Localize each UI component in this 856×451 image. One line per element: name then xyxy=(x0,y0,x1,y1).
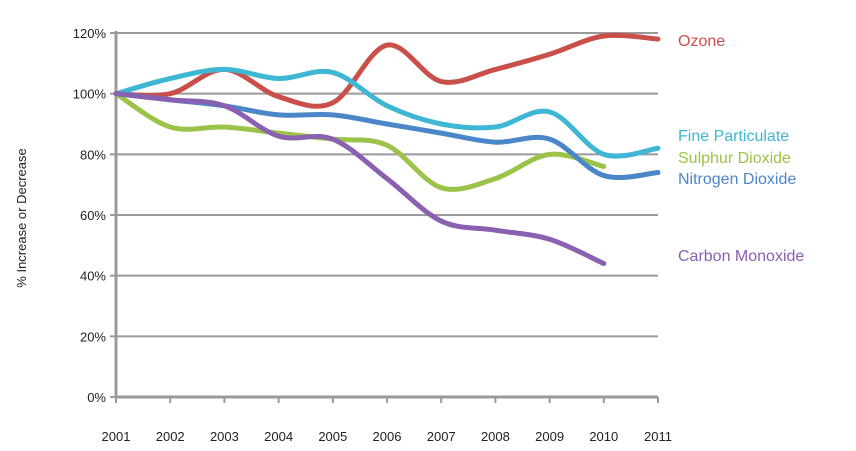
y-tick-label: 20% xyxy=(80,329,106,344)
y-tick-label: 80% xyxy=(80,147,106,162)
x-tick-label: 2004 xyxy=(264,429,293,444)
x-tick-label: 2001 xyxy=(102,429,131,444)
x-tick-label: 2007 xyxy=(427,429,456,444)
series-line-ozone xyxy=(113,32,661,109)
y-axis-label: % Increase or Decrease xyxy=(14,148,29,287)
series-label-nitrogen-dioxide: Nitrogen Dioxide xyxy=(678,171,796,188)
series-label-fine-particulate: Fine Particulate xyxy=(678,128,789,145)
series-line-carbon-monoxide xyxy=(113,91,607,267)
x-tick-label: 2005 xyxy=(318,429,347,444)
series-line-fine-particulate xyxy=(113,66,661,159)
x-tick-label: 2011 xyxy=(644,429,672,444)
y-tick-label: 0% xyxy=(87,390,106,405)
x-tick-label: 2002 xyxy=(156,429,185,444)
y-tick-label: 60% xyxy=(80,208,106,223)
y-tick-label: 40% xyxy=(80,269,106,284)
series-line-sulphur-dioxide xyxy=(113,91,607,192)
series-label-ozone: Ozone xyxy=(678,33,725,50)
series-label-sulphur-dioxide: Sulphur Dioxide xyxy=(678,150,791,167)
y-tick-label: 100% xyxy=(73,87,107,102)
x-tick-label: 2010 xyxy=(589,429,618,444)
x-tick-label: 2003 xyxy=(210,429,239,444)
x-tick-label: 2009 xyxy=(535,429,564,444)
x-tick-label: 2006 xyxy=(373,429,402,444)
y-tick-label: 120% xyxy=(73,26,107,41)
series-label-carbon-monoxide: Carbon Monoxide xyxy=(678,248,804,265)
x-tick-label: 2008 xyxy=(481,429,510,444)
